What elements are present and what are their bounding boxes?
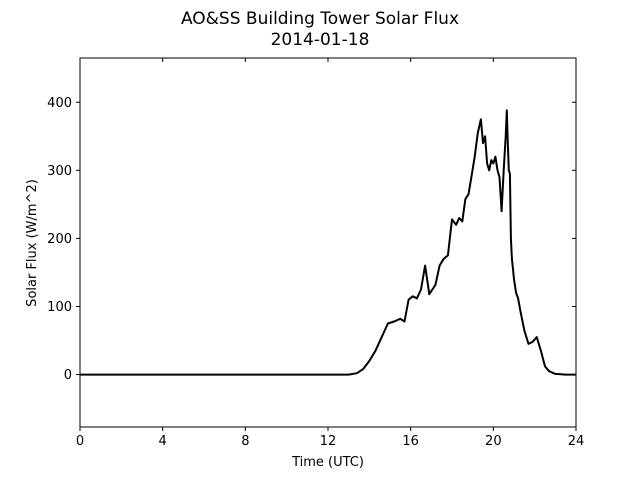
x-tick-label: 20 bbox=[485, 434, 502, 449]
plot-area-frame bbox=[79, 57, 577, 428]
y-tick-label: 400 bbox=[47, 96, 72, 111]
y-tick-label: 0 bbox=[64, 368, 72, 383]
series-line bbox=[80, 109, 576, 376]
x-axis: 0 4 8 12 16 20 24 bbox=[76, 58, 584, 449]
x-tick-label: 12 bbox=[320, 434, 337, 449]
y-axis: 0 100 200 300 400 bbox=[47, 96, 576, 383]
y-tick-label: 300 bbox=[47, 164, 72, 179]
x-axis-label: Time (UTC) bbox=[291, 455, 364, 470]
x-tick-label: 24 bbox=[568, 434, 585, 449]
chart-title: AO&SS Building Tower Solar Flux bbox=[181, 9, 459, 29]
y-tick-label: 100 bbox=[47, 300, 72, 315]
x-tick-label: 4 bbox=[159, 434, 167, 449]
x-tick-label: 0 bbox=[76, 434, 84, 449]
chart-subtitle: 2014-01-18 bbox=[271, 30, 370, 50]
x-tick-label: 16 bbox=[402, 434, 419, 449]
y-axis-label: Solar Flux (W/m^2) bbox=[25, 179, 40, 307]
y-tick-label: 200 bbox=[47, 232, 72, 247]
x-tick-label: 8 bbox=[241, 434, 249, 449]
